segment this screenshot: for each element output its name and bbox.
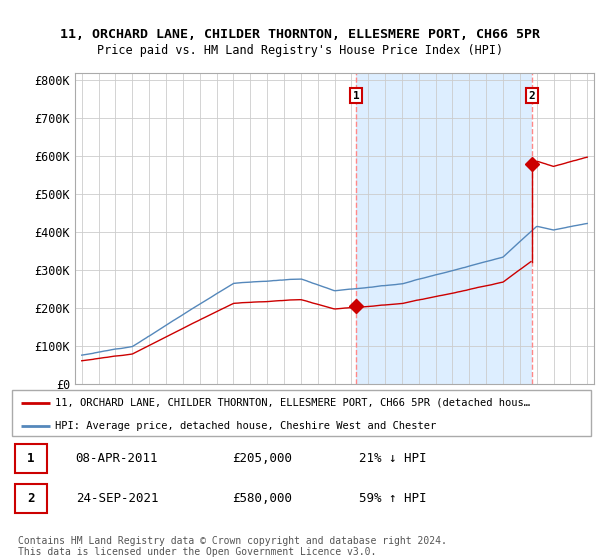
Text: 2: 2 <box>529 91 536 101</box>
Text: £205,000: £205,000 <box>232 452 292 465</box>
Text: 21% ↓ HPI: 21% ↓ HPI <box>359 452 427 465</box>
Text: 11, ORCHARD LANE, CHILDER THORNTON, ELLESMERE PORT, CH66 5PR: 11, ORCHARD LANE, CHILDER THORNTON, ELLE… <box>60 28 540 41</box>
Text: 59% ↑ HPI: 59% ↑ HPI <box>359 492 427 505</box>
Text: Price paid vs. HM Land Registry's House Price Index (HPI): Price paid vs. HM Land Registry's House … <box>97 44 503 57</box>
Text: 1: 1 <box>353 91 359 101</box>
FancyBboxPatch shape <box>12 390 591 436</box>
Text: 08-APR-2011: 08-APR-2011 <box>76 452 158 465</box>
FancyBboxPatch shape <box>15 445 47 474</box>
Text: 1: 1 <box>27 452 34 465</box>
Text: HPI: Average price, detached house, Cheshire West and Chester: HPI: Average price, detached house, Ches… <box>55 421 437 431</box>
Text: Contains HM Land Registry data © Crown copyright and database right 2024.
This d: Contains HM Land Registry data © Crown c… <box>18 535 447 557</box>
Text: 11, ORCHARD LANE, CHILDER THORNTON, ELLESMERE PORT, CH66 5PR (detached hous…: 11, ORCHARD LANE, CHILDER THORNTON, ELLE… <box>55 398 530 408</box>
Text: 24-SEP-2021: 24-SEP-2021 <box>76 492 158 505</box>
Text: £580,000: £580,000 <box>232 492 292 505</box>
FancyBboxPatch shape <box>15 483 47 513</box>
Bar <box>356 73 532 384</box>
Text: 2: 2 <box>27 492 34 505</box>
